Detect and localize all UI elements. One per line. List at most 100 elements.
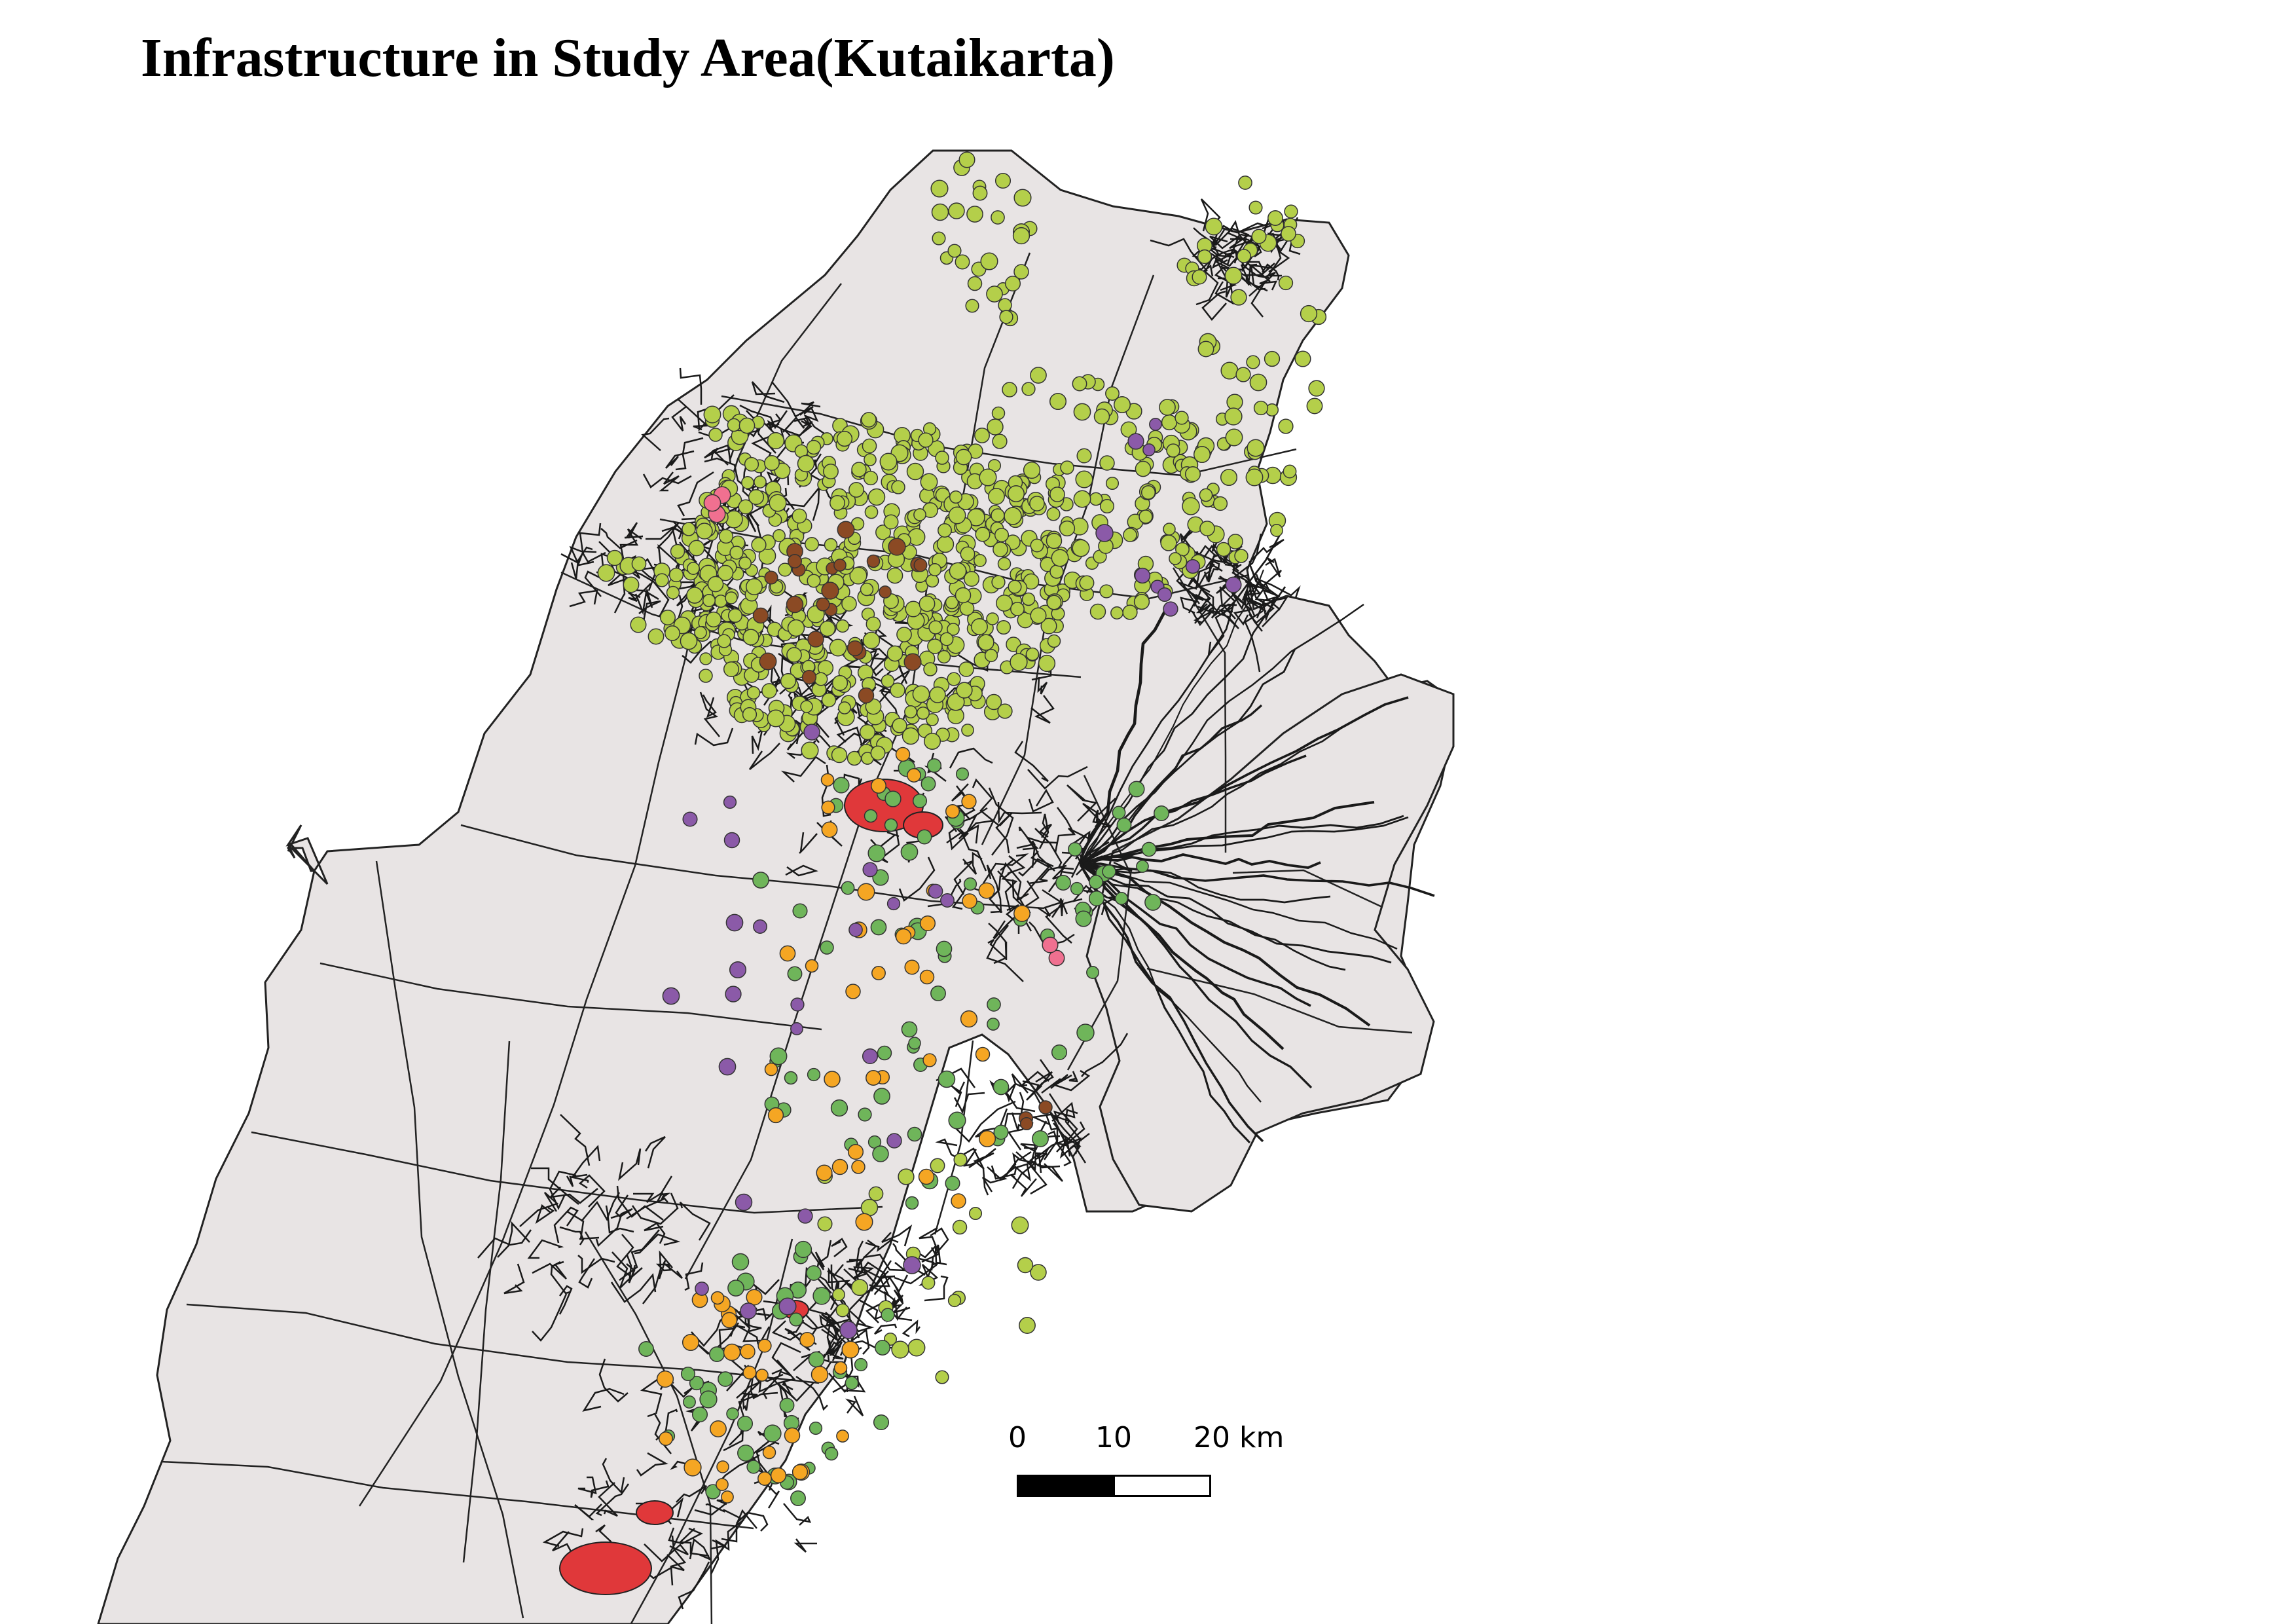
lime-dot-552 <box>991 406 1006 420</box>
road-segment-360 <box>636 1452 668 1477</box>
green-dot-941 <box>737 1415 754 1432</box>
green-dot-986 <box>1088 890 1105 907</box>
road-segment-532 <box>1193 227 1250 246</box>
lime-dot-774 <box>665 625 680 641</box>
lime-dot-604 <box>1049 392 1067 411</box>
delta-region <box>1085 673 1455 1213</box>
lime-dot-600 <box>988 488 1005 505</box>
orange-dot-1051 <box>656 1370 674 1388</box>
lime-dot-712 <box>1166 443 1180 458</box>
green-dot-921 <box>993 1079 1010 1096</box>
road-segment-384 <box>729 1309 771 1342</box>
green-dot-886 <box>830 1099 848 1117</box>
lime-dot-318 <box>929 686 946 703</box>
green-dot-951 <box>731 1253 750 1271</box>
lime-dot-601 <box>1007 485 1025 503</box>
lime-dot-528 <box>1120 421 1137 438</box>
lime-dot-322 <box>699 652 712 665</box>
lime-dot-754 <box>597 564 615 582</box>
lime-dot-786 <box>680 632 698 650</box>
road-segment-301 <box>644 1135 666 1169</box>
brown-dot-1096 <box>801 669 817 685</box>
lime-dot-745 <box>1184 466 1201 483</box>
road-segment-494 <box>1244 610 1264 673</box>
lime-dot-220 <box>773 529 786 542</box>
lime-dot-364 <box>906 462 924 481</box>
road-segment-256 <box>1026 1059 1054 1101</box>
road-segment-467 <box>1194 603 1212 624</box>
road-segment-475 <box>1180 597 1197 614</box>
green-dot-907 <box>864 809 878 823</box>
lime-dot-820 <box>994 172 1011 189</box>
lime-dot-437 <box>807 574 821 588</box>
lime-dot-846 <box>868 1186 884 1202</box>
lime-dot-462 <box>838 701 851 714</box>
road-segment-27 <box>972 778 999 826</box>
lime-dot-780 <box>659 609 676 626</box>
road-segment-273 <box>659 1175 673 1203</box>
district-boundary-19 <box>1232 869 1383 908</box>
district-boundary-7 <box>251 1131 883 1214</box>
lime-dot-853 <box>1011 1216 1029 1234</box>
road-segment-227 <box>1052 1069 1091 1092</box>
road-segment-25 <box>949 747 993 769</box>
lime-dot-466 <box>905 600 922 618</box>
lime-dot-847 <box>1030 1264 1047 1281</box>
orange-dot-1043 <box>784 1427 801 1444</box>
lime-dot-653 <box>979 468 997 487</box>
road-segment-346 <box>689 1538 712 1561</box>
lime-dot-701 <box>1284 204 1298 219</box>
orange-dot-1044 <box>746 1289 763 1306</box>
road-segment-277 <box>684 1262 704 1291</box>
lime-dot-507 <box>949 562 967 580</box>
purple-dot-1067 <box>723 795 737 809</box>
lime-dot-345 <box>819 620 836 637</box>
orange-dot-1002 <box>764 1062 778 1077</box>
road-segment-382 <box>750 1375 778 1399</box>
brown-dot-1118 <box>821 581 839 600</box>
orange-dot-1037 <box>721 1312 738 1329</box>
orange-dot-1045 <box>710 1291 725 1305</box>
green-dot-905 <box>908 1037 921 1050</box>
road-segment-427 <box>874 1323 898 1335</box>
road-segment-64 <box>694 728 734 747</box>
road-segment-481 <box>1248 538 1285 563</box>
road-segment-279 <box>527 1239 564 1259</box>
road-segment-330 <box>590 1480 610 1498</box>
orange-dot-1026 <box>820 773 835 787</box>
lime-dot-742 <box>1283 464 1297 479</box>
road-segment-10 <box>1027 766 1088 790</box>
road-segment-271 <box>626 1255 636 1283</box>
lime-dot-833 <box>986 286 1003 303</box>
lime-dot-511 <box>991 575 1006 589</box>
road-segment-322 <box>736 1381 760 1401</box>
road-segment-1 <box>1028 788 1054 813</box>
road-segment-313 <box>616 1185 664 1221</box>
lime-dot-344 <box>805 537 819 551</box>
lime-dot-244 <box>886 567 903 584</box>
road-segment-488 <box>1230 590 1252 610</box>
lime-dot-779 <box>687 562 700 575</box>
road-segment-210 <box>987 938 1008 965</box>
pink-dot-1128 <box>1042 936 1059 953</box>
green-dot-879 <box>884 818 898 832</box>
green-dot-929 <box>900 843 919 861</box>
lime-dot-829 <box>998 298 1012 312</box>
lime-dot-678 <box>1169 552 1182 565</box>
green-dot-865 <box>917 829 932 845</box>
purple-dot-1077 <box>903 1256 921 1274</box>
brown-dot-1109 <box>807 631 824 648</box>
lime-dot-720 <box>1249 373 1267 392</box>
road-segment-5 <box>997 802 1042 824</box>
lime-dot-759 <box>647 628 665 645</box>
road-segment-275 <box>631 1192 679 1225</box>
orange-dot-1034 <box>757 1338 772 1353</box>
green-dot-967 <box>638 1341 654 1357</box>
road-segment-408 <box>924 1275 949 1302</box>
road-segment-323 <box>710 1539 727 1575</box>
green-dot-988 <box>1136 860 1149 873</box>
orange-dot-1010 <box>975 1046 991 1062</box>
road-segment-31 <box>1052 866 1074 880</box>
lime-dot-800 <box>703 405 721 424</box>
